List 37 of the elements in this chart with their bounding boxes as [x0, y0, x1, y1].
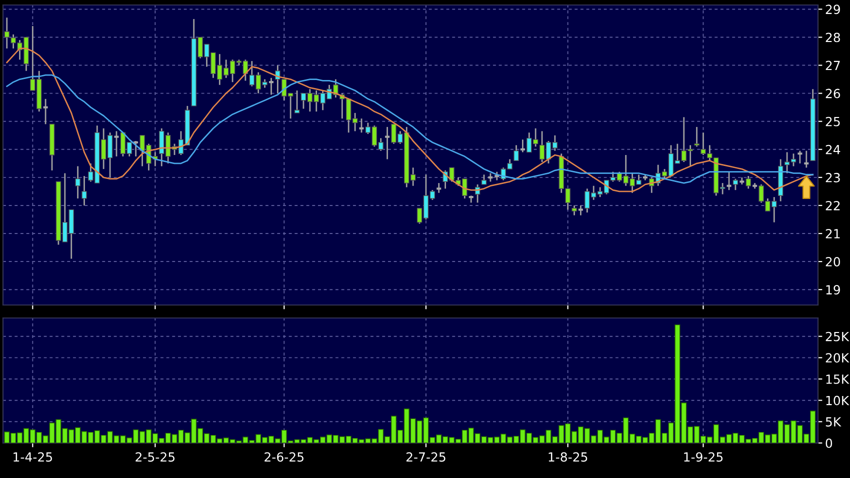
y-tick-label: 28	[826, 32, 840, 42]
y-tick-label: 23	[826, 172, 840, 182]
y-tick-label: 20K	[826, 353, 850, 363]
y-tick-label: 19	[826, 285, 840, 295]
y-tick-label: 20	[826, 257, 840, 266]
y-tick-label: 22	[826, 200, 840, 210]
y-tick-label: 25K	[826, 332, 850, 342]
y-tick-label: 26	[826, 88, 840, 98]
candlestick	[82, 175, 87, 206]
candlestick	[694, 126, 700, 148]
candlestick	[726, 171, 732, 191]
candlestick	[294, 90, 300, 114]
x-tick-label: 2-7-25	[406, 452, 446, 462]
y-tick-label: 25	[826, 116, 840, 126]
y-tick-label: 5K	[826, 417, 842, 427]
candlestick	[358, 118, 365, 134]
candlestick	[796, 150, 804, 164]
candlestick	[803, 150, 810, 168]
x-tick-label: 1-4-25	[14, 452, 52, 462]
x-tick-label: 1-9-25	[684, 452, 723, 462]
y-tick-label: 27	[826, 60, 840, 70]
x-tick-label: 2-5-25	[136, 452, 174, 462]
x-tick-label: 2-6-25	[264, 452, 304, 462]
y-tick-label: 29	[826, 4, 840, 14]
x-tick-label: 1-8-25	[548, 452, 588, 462]
candlestick	[436, 182, 442, 194]
y-tick-label: 0	[826, 438, 832, 448]
y-tick-label: 15K	[826, 374, 850, 384]
candlestick	[514, 144, 519, 162]
y-tick-label: 24	[826, 144, 840, 154]
candlestick	[42, 98, 49, 125]
candlestick	[4, 16, 10, 50]
y-tick-label: 21	[826, 228, 840, 238]
y-tick-label: 10K	[826, 396, 850, 406]
candlestick	[75, 166, 80, 200]
candlestick	[481, 174, 487, 186]
candlestick	[113, 130, 120, 158]
